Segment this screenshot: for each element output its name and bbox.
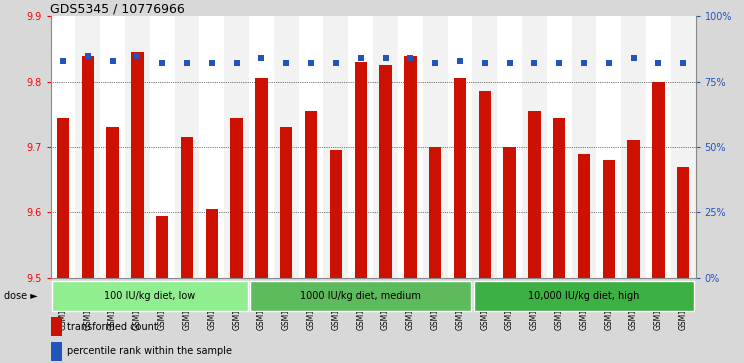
Bar (522, 16, 547, 278)
Bar (181, 137, 193, 278)
Bar (354, 62, 367, 278)
Bar (280, 127, 292, 278)
Bar (175, 16, 199, 278)
Bar (125, 16, 150, 278)
Bar (597, 16, 621, 278)
Bar (472, 16, 497, 278)
Bar (298, 16, 324, 278)
Text: 10,000 IU/kg diet, high: 10,000 IU/kg diet, high (528, 291, 640, 301)
Bar (553, 118, 565, 278)
Bar (156, 216, 168, 278)
Bar (106, 127, 119, 278)
Bar (504, 147, 516, 278)
Bar (497, 16, 522, 278)
Bar (57, 118, 69, 278)
Text: GDS5345 / 10776966: GDS5345 / 10776966 (50, 2, 185, 15)
Bar (131, 52, 144, 278)
Text: dose ►: dose ► (4, 291, 37, 301)
Bar (205, 209, 218, 278)
Text: percentile rank within the sample: percentile rank within the sample (67, 346, 231, 356)
Bar (82, 56, 94, 278)
Bar (330, 150, 342, 278)
Bar (274, 16, 298, 278)
Bar (423, 16, 448, 278)
Bar (528, 111, 541, 278)
Bar (51, 317, 62, 336)
Bar (454, 78, 466, 278)
Bar (547, 16, 571, 278)
Bar (621, 16, 646, 278)
Bar (578, 154, 590, 278)
Bar (100, 16, 125, 278)
Bar (51, 342, 62, 360)
Text: transformed count: transformed count (67, 322, 158, 332)
Bar (627, 140, 640, 278)
Bar (646, 16, 671, 278)
Bar (324, 16, 348, 278)
Text: 1000 IU/kg diet, medium: 1000 IU/kg diet, medium (301, 291, 421, 301)
Bar (478, 91, 491, 278)
Bar (677, 167, 690, 278)
Bar (224, 16, 249, 278)
Bar (671, 16, 696, 278)
Bar (398, 16, 423, 278)
Bar (373, 16, 398, 278)
Bar (448, 16, 472, 278)
Bar (305, 111, 317, 278)
Bar (249, 16, 274, 278)
Text: 100 IU/kg diet, low: 100 IU/kg diet, low (104, 291, 196, 301)
Bar (255, 78, 268, 278)
Bar (231, 118, 243, 278)
FancyBboxPatch shape (474, 281, 694, 311)
Bar (348, 16, 373, 278)
Bar (150, 16, 175, 278)
Bar (571, 16, 597, 278)
Bar (404, 56, 417, 278)
Bar (75, 16, 100, 278)
FancyBboxPatch shape (250, 281, 471, 311)
Bar (652, 82, 664, 278)
Bar (199, 16, 224, 278)
Bar (603, 160, 615, 278)
Bar (379, 65, 392, 278)
FancyBboxPatch shape (52, 281, 248, 311)
Bar (51, 16, 75, 278)
Bar (429, 147, 441, 278)
